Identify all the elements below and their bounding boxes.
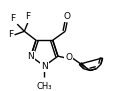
Text: F: F <box>8 30 13 39</box>
Text: O: O <box>65 54 72 63</box>
Text: F: F <box>25 12 30 21</box>
Text: N: N <box>27 52 34 61</box>
Text: O: O <box>63 12 71 21</box>
Text: N: N <box>41 62 48 71</box>
Text: CH₃: CH₃ <box>37 82 52 91</box>
Text: F: F <box>10 14 15 23</box>
